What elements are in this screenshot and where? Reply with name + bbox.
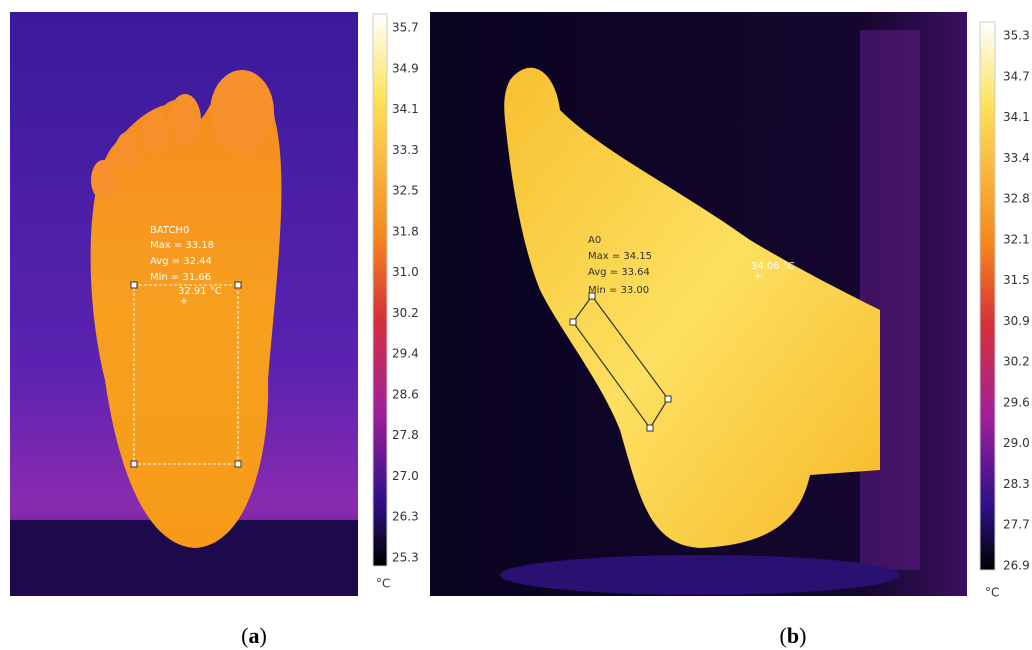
colorbar-label: 31.0 [392, 265, 419, 279]
colorbar-label: 27.0 [392, 469, 419, 483]
caption-part: ( [241, 623, 248, 648]
toe [115, 132, 139, 172]
spot-value: 32.91 °C [178, 286, 222, 297]
spot-value: 34.06 °C [751, 261, 795, 272]
colorbar-label: 29.6 [1003, 395, 1030, 409]
roi-handle [131, 461, 137, 467]
figure: + BATCH0 Max = 33.18 Avg = 32.44 Min = 3… [0, 0, 1032, 650]
colorbar-label: 29.4 [392, 347, 419, 361]
roi-handle [570, 319, 576, 325]
toe [169, 94, 201, 146]
caption-letter: a [249, 623, 260, 648]
colorbar-label: 34.1 [392, 102, 419, 116]
colorbar-label: 26.9 [1003, 559, 1030, 573]
roi-handle [647, 425, 653, 431]
colorbar-label: 32.8 [1003, 192, 1030, 206]
roi-handle [235, 461, 241, 467]
roi-handle [665, 396, 671, 402]
colorbar-label: 35.7 [392, 21, 419, 35]
spot-marker: + [180, 296, 188, 307]
colorbar-label: 25.3 [392, 551, 419, 565]
colorbar-unit: °C [985, 586, 999, 600]
caption: (b) [780, 623, 807, 648]
colorbar-label: 31.8 [392, 224, 419, 238]
roi-stat: Avg = 33.64 [588, 267, 650, 278]
colorbar-label: 33.4 [1003, 151, 1030, 165]
roi-name: A0 [588, 235, 601, 246]
caption-part: ) [799, 623, 806, 648]
roi-stat: Max = 34.15 [588, 251, 652, 262]
colorbar-label: 27.7 [1003, 518, 1030, 532]
colorbar [980, 22, 995, 570]
roi-name: BATCH0 [150, 225, 189, 236]
caption: (a) [241, 623, 267, 648]
caption-letter: b [787, 623, 799, 648]
roi-stat: Min = 33.00 [588, 285, 649, 296]
colorbar-label: 33.3 [392, 143, 419, 157]
toe [91, 160, 115, 200]
colorbar-label: 34.7 [1003, 69, 1030, 83]
colorbar-label: 28.6 [392, 387, 419, 401]
roi-stat: Max = 33.18 [150, 240, 214, 251]
colorbar-label: 32.1 [1003, 232, 1030, 246]
colorbar-label: 27.8 [392, 428, 419, 442]
roi-handle [131, 282, 137, 288]
colorbar-label: 35.3 [1003, 29, 1030, 43]
colorbar-label: 26.3 [392, 510, 419, 524]
colorbar-label: 30.2 [1003, 355, 1030, 369]
colorbar-label: 28.3 [1003, 477, 1030, 491]
toe [210, 70, 274, 154]
colorbar-label: 30.2 [392, 306, 419, 320]
colorbar-label: 30.9 [1003, 314, 1030, 328]
caption-part: ( [780, 623, 787, 648]
roi-stat: Min = 31.66 [150, 272, 211, 283]
colorbar-label: 32.5 [392, 184, 419, 198]
colorbar-label: 31.5 [1003, 273, 1030, 287]
floor [500, 555, 900, 595]
colorbar [373, 14, 387, 566]
caption-part: ) [260, 623, 267, 648]
toe [142, 110, 168, 154]
spot-marker: + [754, 271, 762, 282]
roi-handle [235, 282, 241, 288]
colorbar-unit: °C [376, 577, 390, 591]
colorbar-label: 34.9 [392, 61, 419, 75]
colorbar-label: 34.1 [1003, 110, 1030, 124]
wall [860, 30, 920, 570]
colorbar-label: 29.0 [1003, 436, 1030, 450]
roi-stat: Avg = 32.44 [150, 256, 212, 267]
